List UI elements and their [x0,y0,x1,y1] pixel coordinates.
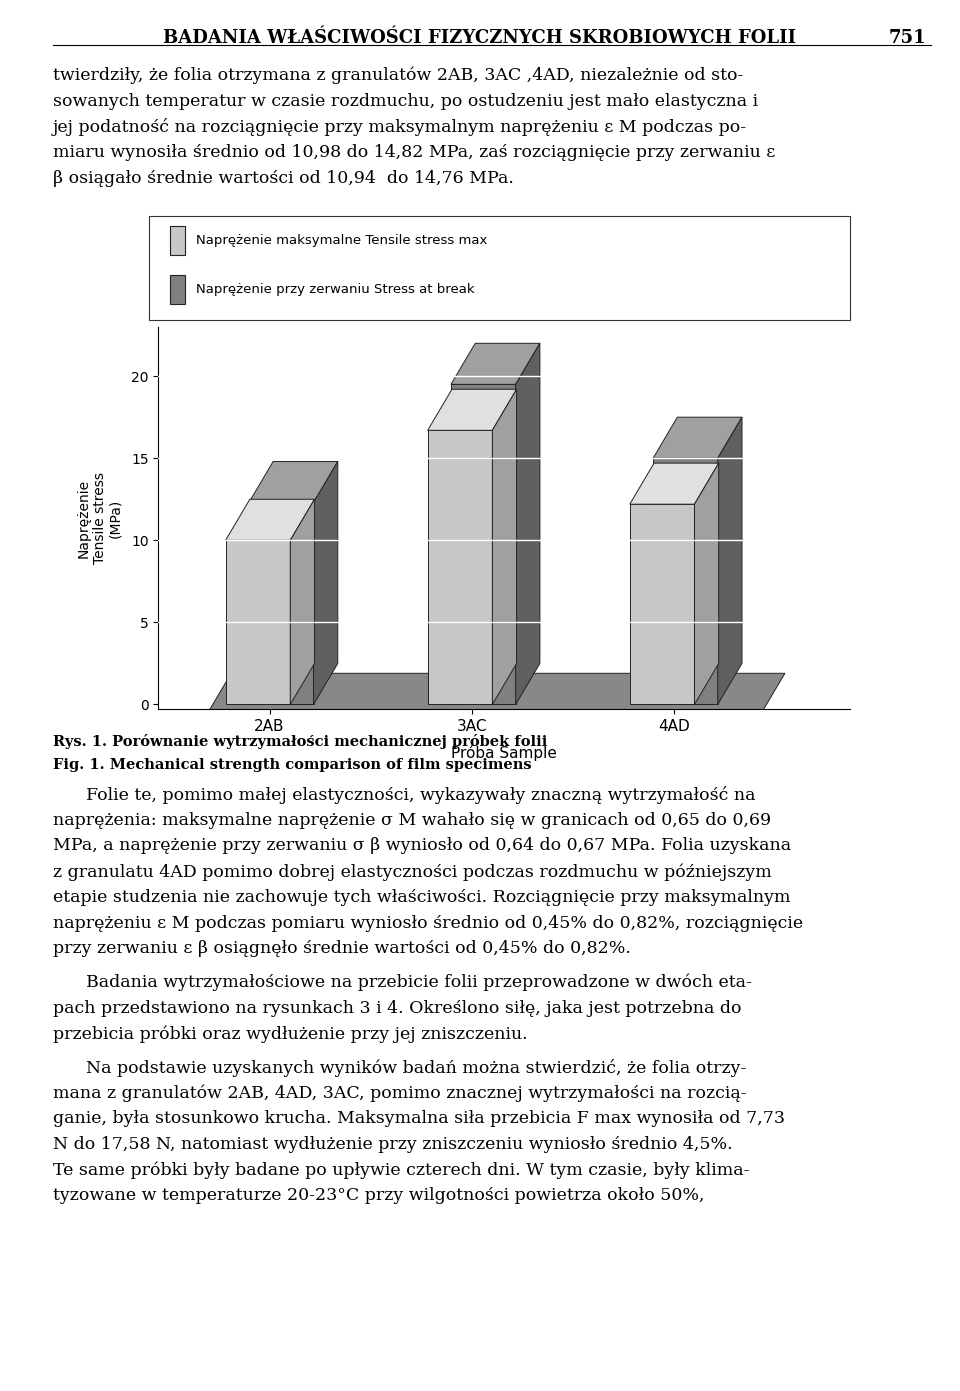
Text: pach przedstawiono na rysunkach 3 i 4. Określono siłę, jaka jest potrzebna do: pach przedstawiono na rysunkach 3 i 4. O… [53,1000,741,1017]
Polygon shape [718,417,742,704]
Text: naprężeniu ε M podczas pomiaru wyniosło średnio od 0,45% do 0,82%, rozciągnięcie: naprężeniu ε M podczas pomiaru wyniosło … [53,915,803,932]
Text: mana z granulatów 2AB, 4AD, 3AC, pomimo znacznej wytrzymałości na rozcią-: mana z granulatów 2AB, 4AD, 3AC, pomimo … [53,1085,747,1102]
Polygon shape [492,389,516,704]
Text: naprężenia: maksymalne naprężenie σ M wahało się w granicach od 0,65 do 0,69: naprężenia: maksymalne naprężenie σ M wa… [53,812,771,829]
Polygon shape [226,499,315,540]
Text: BADANIA WŁAŚCIWOŚCI FIZYCZNYCH SKROBIOWYCH FOLII: BADANIA WŁAŚCIWOŚCI FIZYCZNYCH SKROBIOWY… [163,29,797,47]
Polygon shape [249,502,314,704]
Text: przebicia próbki oraz wydłużenie przy jej zniszczeniu.: przebicia próbki oraz wydłużenie przy je… [53,1025,527,1043]
X-axis label: Próba Sample: Próba Sample [451,746,557,761]
Polygon shape [653,417,742,458]
Text: miaru wynosiła średnio od 10,98 do 14,82 MPa, zaś rozciągnięcie przy zerwaniu ε: miaru wynosiła średnio od 10,98 do 14,82… [53,143,775,161]
Text: Naprężenie maksymalne Tensile stress max: Naprężenie maksymalne Tensile stress max [196,234,487,248]
Text: sowanych temperatur w czasie rozdmuchu, po ostudzeniu jest mało elastyczna i: sowanych temperatur w czasie rozdmuchu, … [53,92,758,110]
Polygon shape [653,458,718,704]
Polygon shape [451,384,516,704]
Text: β osiągało średnie wartości od 10,94  do 14,76 MPa.: β osiągało średnie wartości od 10,94 do … [53,170,514,186]
Polygon shape [694,463,719,704]
Text: etapie studzenia nie zachowuje tych właściwości. Rozciągnięcie przy maksymalnym: etapie studzenia nie zachowuje tych właś… [53,889,790,906]
Text: Fig. 1. Mechanical strength comparison of film specimens: Fig. 1. Mechanical strength comparison o… [53,758,532,772]
Polygon shape [428,430,492,704]
FancyBboxPatch shape [149,216,850,320]
Polygon shape [314,462,338,704]
Text: 751: 751 [889,29,926,47]
Bar [170,275,185,305]
Polygon shape [249,462,338,502]
Text: Rys. 1. Porównanie wytrzymałości mechanicznej próbek folii: Rys. 1. Porównanie wytrzymałości mechani… [53,734,547,750]
Text: ganie, była stosunkowo krucha. Maksymalna siła przebicia F max wynosiła od 7,73: ganie, była stosunkowo krucha. Maksymaln… [53,1110,784,1127]
Polygon shape [207,673,785,715]
Polygon shape [516,344,540,704]
Polygon shape [428,389,516,430]
Text: N do 17,58 N, natomiast wydłużenie przy zniszczeniu wyniosło średnio 4,5%.: N do 17,58 N, natomiast wydłużenie przy … [53,1136,732,1153]
Text: Na podstawie uzyskanych wyników badań można stwierdzić, że folia otrzy-: Na podstawie uzyskanych wyników badań mo… [86,1059,747,1077]
Text: tyzowane w temperaturze 20-23°C przy wilgotności powietrza około 50%,: tyzowane w temperaturze 20-23°C przy wil… [53,1188,705,1205]
Polygon shape [451,344,540,384]
Text: Naprężenie przy zerwaniu Stress at break: Naprężenie przy zerwaniu Stress at break [196,284,474,296]
Text: Badania wytrzymałościowe na przebicie folii przeprowadzone w dwóch eta-: Badania wytrzymałościowe na przebicie fo… [86,974,753,992]
Text: z granulatu 4AD pomimo dobrej elastyczności podczas rozdmuchu w późniejszym: z granulatu 4AD pomimo dobrej elastyczno… [53,862,772,881]
Polygon shape [226,540,290,704]
Polygon shape [290,499,315,704]
Polygon shape [630,504,694,704]
Y-axis label: Naprężenie
Tensile stress
(MPa): Naprężenie Tensile stress (MPa) [76,472,123,565]
Text: MPa, a naprężenie przy zerwaniu σ β wyniosło od 0,64 do 0,67 MPa. Folia uzyskana: MPa, a naprężenie przy zerwaniu σ β wyni… [53,837,791,854]
Text: Folie te, pomimo małej elastyczności, wykazywały znaczną wytrzymałość na: Folie te, pomimo małej elastyczności, wy… [86,786,756,804]
Bar [170,227,185,256]
Polygon shape [630,463,719,504]
Text: jej podatność na rozciągnięcie przy maksymalnym naprężeniu ε M podczas po-: jej podatność na rozciągnięcie przy maks… [53,118,747,136]
Text: twierdziły, że folia otrzymana z granulatów 2AB, 3AC ,4AD, niezależnie od sto-: twierdziły, że folia otrzymana z granula… [53,67,743,85]
Text: przy zerwaniu ε β osiągnęło średnie wartości od 0,45% do 0,82%.: przy zerwaniu ε β osiągnęło średnie wart… [53,940,631,957]
Text: Te same próbki były badane po upływie czterech dni. W tym czasie, były klima-: Te same próbki były badane po upływie cz… [53,1161,750,1180]
